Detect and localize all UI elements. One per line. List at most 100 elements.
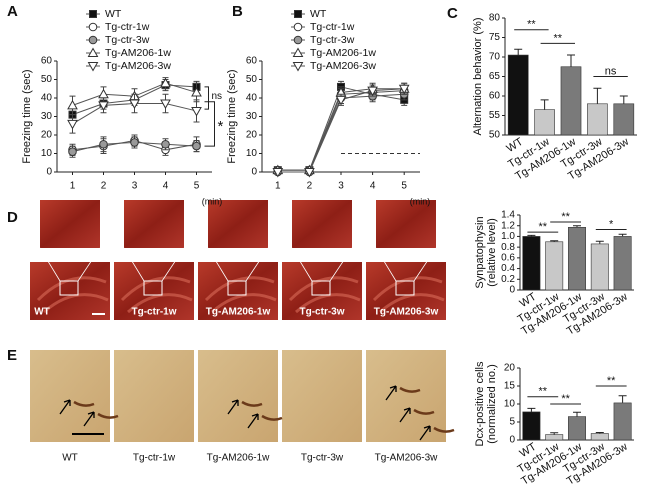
point (160, 77, 171, 88)
hippocampus-outline (36, 276, 109, 314)
annotation: ns (605, 65, 617, 77)
zoom-box (311, 280, 331, 296)
y-tick-label: 0.6 (501, 252, 515, 263)
legend-marker (292, 47, 304, 57)
bar (613, 236, 632, 291)
x-tick-label: 5 (401, 181, 407, 192)
panel-letter: E (7, 347, 17, 364)
cell (399, 386, 421, 393)
y-axis-label: (normalized no.) (486, 364, 498, 443)
bar (560, 66, 582, 136)
y-tick-label: 0 (46, 167, 52, 178)
legend-marker (293, 35, 303, 45)
point (161, 139, 170, 149)
cell (433, 426, 455, 433)
y-axis-label: Freezing time (sec) (226, 69, 238, 163)
legend-label: Tg-ctr-1w (105, 21, 150, 33)
x-tick-label: 5 (194, 181, 200, 192)
panel-letter: C (447, 5, 458, 22)
legend-marker (89, 10, 97, 18)
image-caption: Tg-AM206-1w (207, 453, 271, 464)
y-tick-label: 50 (489, 130, 501, 141)
zoom-box (395, 280, 415, 296)
y-tick-label: 0.4 (501, 263, 515, 274)
legend-marker (292, 62, 304, 72)
legend-label: Tg-AM206-1w (310, 47, 376, 59)
zoom-image (124, 200, 184, 248)
y-tick-label: 0 (251, 167, 257, 178)
legend-label: Tg-ctr-3w (310, 34, 355, 46)
y-tick-label: 40 (41, 93, 53, 104)
bar (522, 411, 541, 441)
error-bar (527, 407, 536, 412)
legend-label: WT (105, 8, 122, 20)
legend-label: Tg-ctr-1w (310, 21, 355, 33)
bar (590, 243, 609, 291)
arrow (419, 425, 431, 441)
y-tick-label: 10 (41, 148, 53, 159)
zoom-box (59, 280, 79, 296)
y-tick-label: 10 (504, 399, 516, 410)
hippocampus-outline (120, 276, 193, 314)
x-tick-label: 2 (101, 181, 107, 192)
y-tick-label: 30 (246, 111, 258, 122)
zoom-lines (375, 247, 437, 282)
bar (568, 227, 586, 291)
arrow (385, 385, 397, 401)
legend-label: Tg-AM206-3w (105, 60, 171, 72)
zoom-image (208, 200, 268, 248)
legend-label: WT (310, 8, 327, 20)
dcx-image (114, 350, 194, 442)
point (191, 106, 202, 117)
arrow (227, 399, 239, 415)
error-bar (595, 240, 604, 244)
hippocampus-outline (204, 276, 277, 314)
zoom-lines (291, 247, 353, 282)
bar (590, 433, 609, 441)
y-axis-label: Synpatophysin (474, 216, 486, 288)
point (335, 95, 347, 106)
y-tick-label: 50 (41, 74, 53, 85)
y-tick-label: 10 (246, 148, 258, 159)
y-tick-label: 60 (41, 56, 53, 67)
image-caption: Tg-ctr-1w (133, 453, 176, 464)
section-image (366, 262, 446, 320)
legend-marker (294, 10, 302, 18)
y-tick-label: 5 (509, 417, 515, 428)
annotation: ** (607, 375, 616, 387)
dcx-image (198, 350, 278, 442)
y-tick-label: 65 (489, 71, 501, 82)
legend-label: Tg-AM206-1w (105, 47, 171, 59)
y-tick-label: 0.2 (501, 274, 515, 285)
image-caption: Tg-ctr-3w (301, 453, 344, 464)
zoom-box (227, 280, 247, 296)
x-tick-label: 1 (275, 181, 281, 192)
y-tick-label: 20 (41, 130, 53, 141)
bar (534, 109, 555, 136)
x-tick-label: 4 (163, 181, 169, 192)
zoom-box (143, 280, 163, 296)
micrographs: WT WT Tg-ctr-1w Tg-ctr-1w Tg-AM206-1w Tg-AM20… (30, 200, 455, 464)
point (367, 86, 378, 97)
annotation: * (609, 218, 614, 230)
y-tick-label: 50 (246, 74, 258, 85)
legend-label: Tg-AM206-3w (310, 60, 376, 72)
y-tick-label: 0 (509, 285, 515, 296)
y-tick-label: 30 (41, 111, 53, 122)
y-tick-label: 1.2 (501, 220, 515, 231)
y-tick-label: 75 (489, 32, 501, 43)
bar (613, 402, 632, 441)
panel-letter: D (7, 209, 18, 226)
error-bar (618, 395, 627, 403)
dcx-image (30, 350, 110, 442)
annotation: ** (554, 32, 563, 44)
image-caption: WT (62, 453, 78, 464)
y-tick-label: 55 (489, 110, 501, 121)
y-tick-label: 0 (509, 435, 515, 446)
annotation: ** (539, 221, 548, 233)
point (129, 99, 140, 110)
annotation: ns (212, 91, 223, 102)
legend-marker (88, 22, 98, 32)
bar (545, 434, 564, 441)
y-tick-label: 1.4 (501, 210, 515, 221)
